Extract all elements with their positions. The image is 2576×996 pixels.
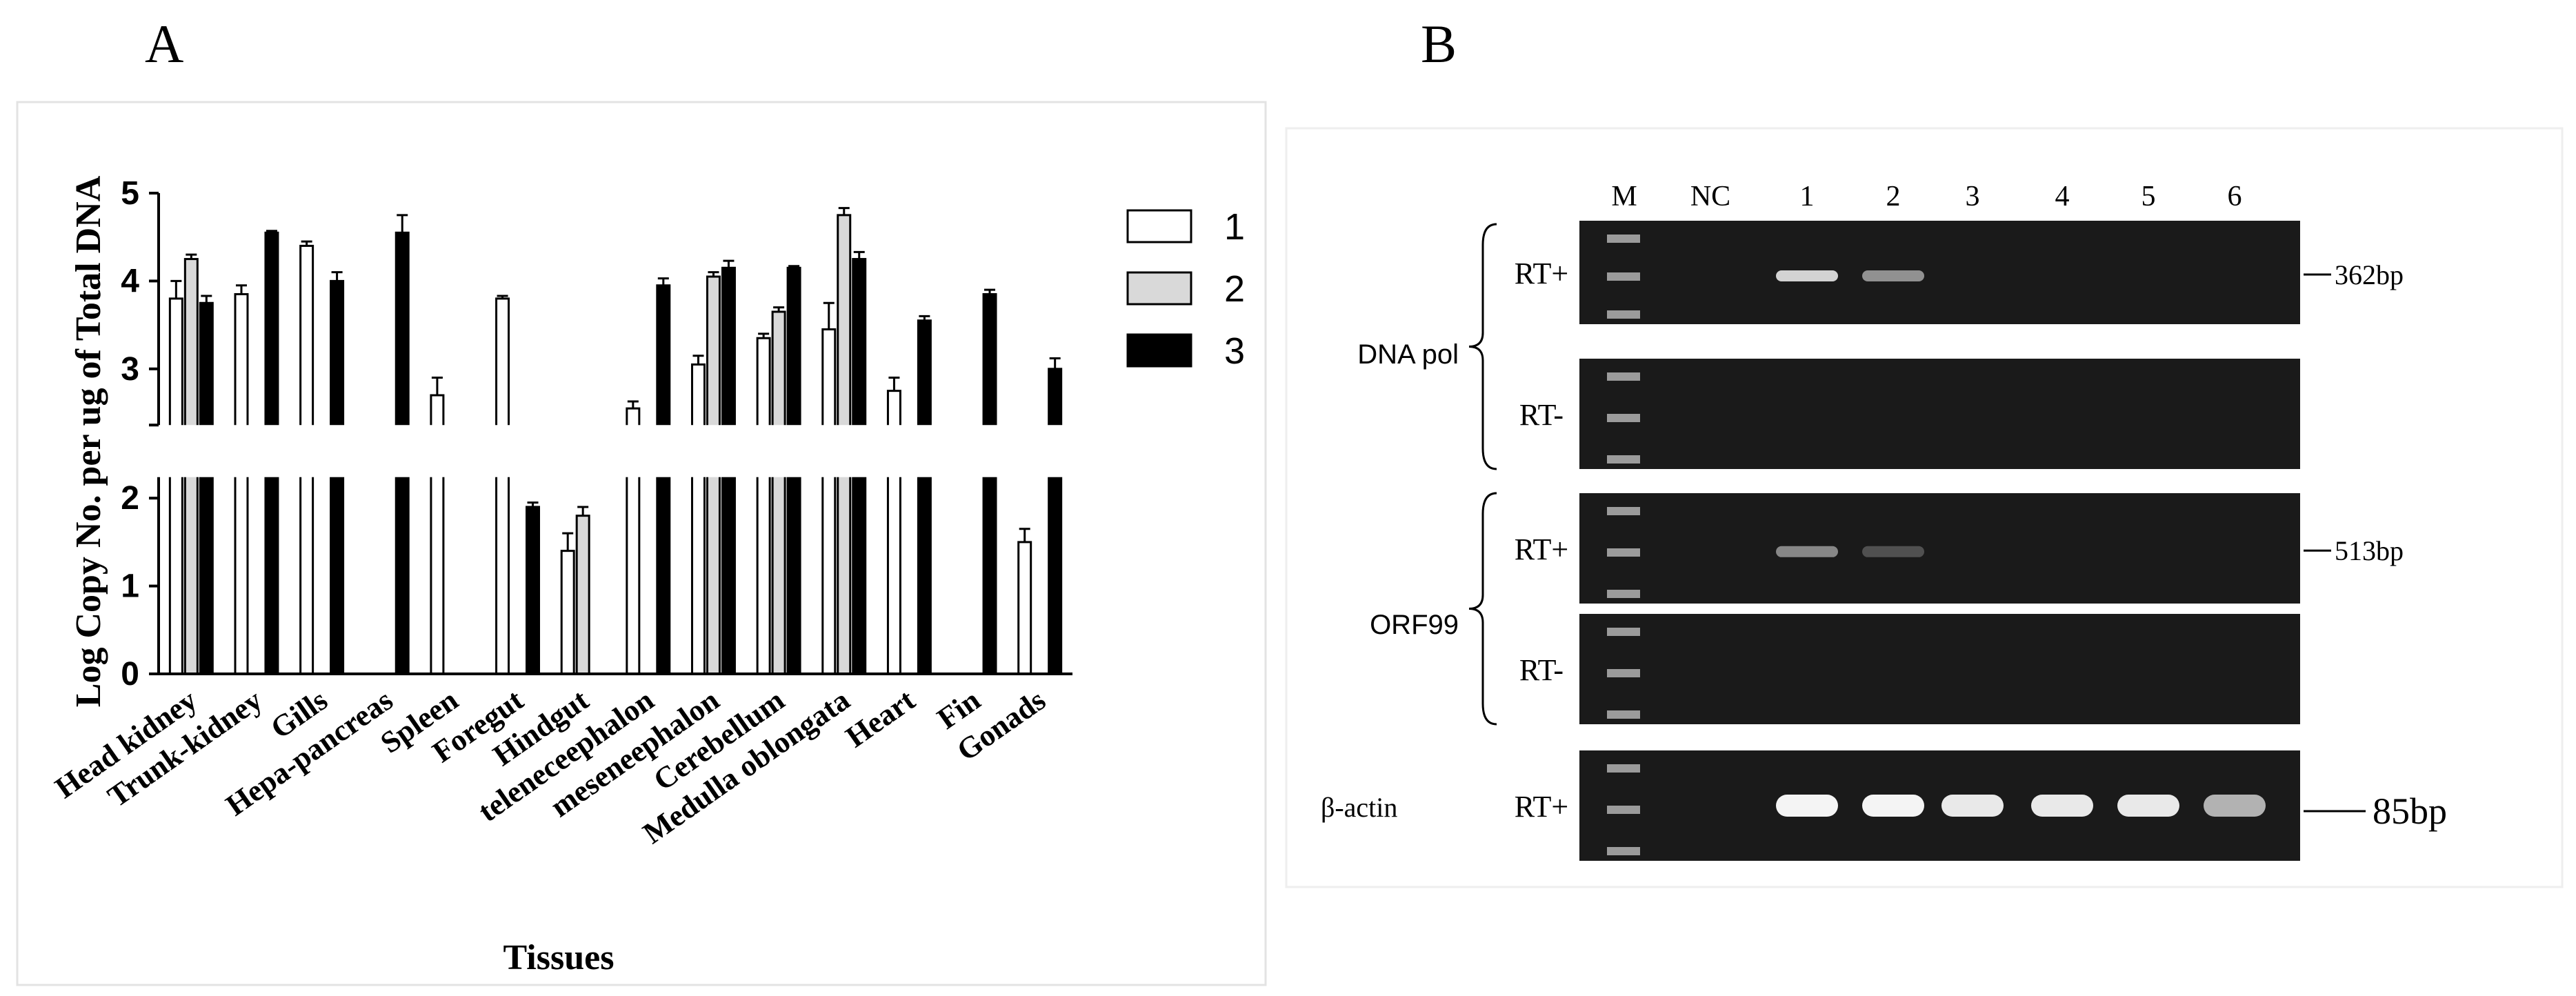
gel-band [2117, 795, 2179, 817]
marker-band [1607, 455, 1640, 464]
row-label: RT- [1519, 398, 1564, 432]
legend-label-2: 2 [1224, 268, 1245, 310]
lane-label-4: 4 [2055, 181, 2070, 212]
gel-band [1862, 270, 1924, 281]
bar-cerebellum-s1 [756, 337, 771, 675]
marker-band [1607, 628, 1640, 636]
marker-band [1607, 847, 1640, 855]
gel-strip [1579, 359, 2300, 469]
lane-label-1: 1 [1800, 181, 1815, 212]
marker-band [1607, 590, 1640, 598]
bar-foregut-s3 [526, 506, 541, 675]
bar-trunk-kidney-s1 [234, 293, 249, 675]
bar-hindgut-s2 [575, 515, 590, 675]
y-tick-label: 3 [121, 351, 139, 388]
row-label: RT+ [1515, 790, 1568, 824]
bar-foregut-s1 [495, 297, 510, 675]
lane-label-5: 5 [2141, 181, 2156, 212]
group-label: DNA pol [1357, 339, 1459, 370]
lane-label-m: M [1611, 181, 1637, 212]
gel-strip [1579, 614, 2300, 724]
legend-swatch-1 [1126, 209, 1192, 243]
lane-label-3: 3 [1966, 181, 1980, 212]
lane-label-6: 6 [2228, 181, 2242, 212]
y-tick-label: 5 [121, 175, 139, 212]
gel-band [2204, 795, 2266, 817]
marker-band [1607, 310, 1640, 319]
marker-band [1607, 710, 1640, 719]
bar-heart-s3 [917, 319, 932, 675]
marker-band [1607, 272, 1640, 281]
lane-label-2: 2 [1886, 181, 1901, 212]
group-label: β-actin [1321, 792, 1397, 823]
marker-band [1607, 235, 1640, 243]
row-label: RT+ [1515, 532, 1568, 566]
marker-band [1607, 507, 1640, 515]
bar-gills-s3 [330, 279, 345, 675]
bar-medulla-oblongata-s1 [821, 328, 837, 675]
axis-break-gap [145, 425, 1086, 477]
group-brace [1468, 492, 1497, 726]
legend: 1 2 3 [1126, 206, 1245, 372]
bar-teleneceephalon-s3 [656, 284, 671, 675]
bar-cerebellum-s2 [771, 310, 786, 675]
bar-gonads-s3 [1048, 368, 1063, 675]
legend-swatch-2 [1126, 271, 1192, 306]
gel-band [1776, 270, 1838, 281]
gel-strip [1579, 750, 2300, 861]
size-label: 513bp [2335, 535, 2404, 566]
row-label: RT+ [1515, 257, 1568, 290]
gel-band [1776, 795, 1838, 817]
legend-label-3: 3 [1224, 330, 1245, 372]
marker-band [1607, 372, 1640, 381]
gel-band [1776, 546, 1838, 557]
gel-strip [1579, 493, 2300, 604]
marker-band [1607, 548, 1640, 557]
gel-panel: M NC 1 2 3 4 5 6 RT+ 362bp RT- RT+ 513bp RT- RT+ 85bp DN… [1321, 181, 2447, 861]
marker-band [1607, 414, 1640, 422]
panel-a-letter: A [145, 14, 183, 74]
gel-band [2031, 795, 2093, 817]
lane-label-nc: NC [1690, 181, 1730, 212]
y-tick-label: 2 [121, 480, 139, 517]
gel-band [1941, 795, 2004, 817]
marker-band [1607, 806, 1640, 814]
axes-layer: 0 1 2 3 4 5 [121, 175, 1086, 693]
y-axis-label: Log Copy No. per ug of Total DNA [69, 175, 108, 707]
legend-label-1: 1 [1224, 206, 1245, 248]
gel-strip [1579, 221, 2300, 324]
y-tick-label: 4 [121, 263, 139, 299]
size-label: 85bp [2373, 790, 2447, 832]
marker-band [1607, 669, 1640, 677]
gel-band [1862, 795, 1924, 817]
bar-fin-s3 [982, 293, 997, 675]
panel-b-letter: B [1421, 14, 1457, 74]
group-label: ORF99 [1370, 610, 1459, 640]
y-tick-label: 0 [121, 656, 139, 693]
legend-swatch-3 [1126, 333, 1192, 368]
group-brace [1468, 223, 1497, 470]
bar-head-kidney-s3 [199, 301, 214, 675]
row-label: RT- [1519, 653, 1564, 687]
marker-band [1607, 764, 1640, 773]
bar-gonads-s1 [1017, 541, 1032, 675]
bar-head-kidney-s1 [168, 297, 183, 675]
x-axis-label: Tissues [503, 938, 615, 977]
size-label: 362bp [2335, 259, 2404, 290]
gel-band [1862, 546, 1924, 557]
bar-hindgut-s1 [560, 550, 575, 675]
y-tick-label: 1 [121, 568, 139, 605]
bar-meseneephalon-s1 [690, 363, 706, 675]
